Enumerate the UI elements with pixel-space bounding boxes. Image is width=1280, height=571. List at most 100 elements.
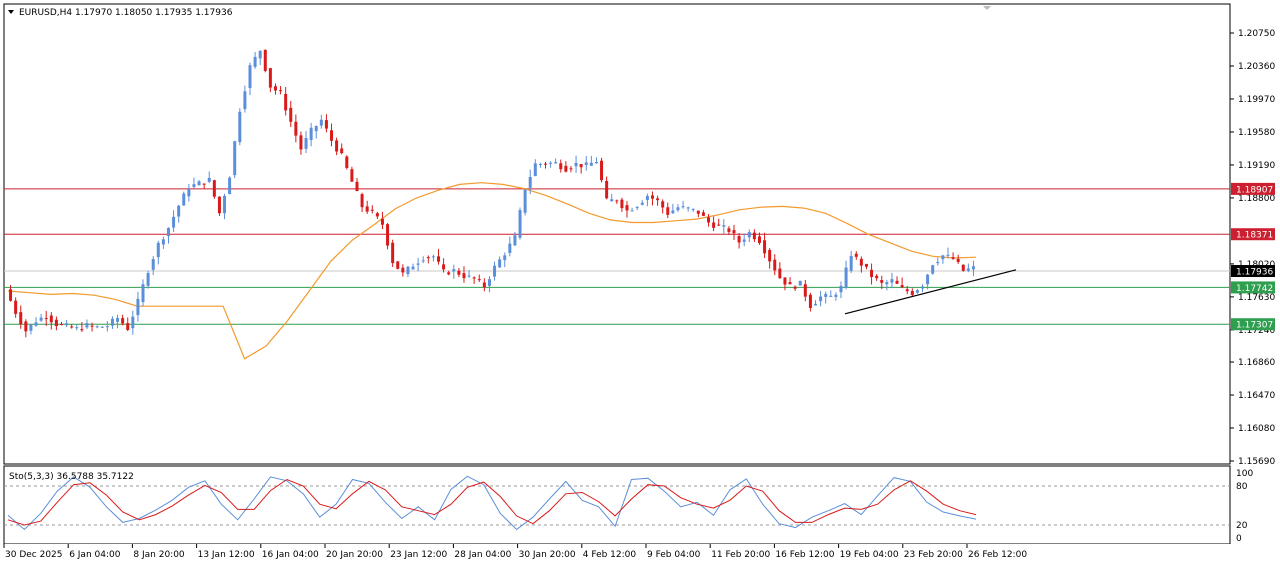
candle-body — [941, 255, 945, 260]
candle-body — [243, 91, 247, 110]
price-tick-label: 1.18800 — [1238, 194, 1275, 204]
candle-body — [406, 266, 410, 275]
candle-body — [411, 266, 415, 270]
candle-body — [268, 68, 272, 88]
candle-body — [523, 189, 527, 213]
current-price-label: 1.17936 — [1236, 268, 1273, 278]
time-tick-label: 16 Feb 12:00 — [775, 550, 834, 560]
candle-body — [482, 282, 486, 288]
time-tick-label: 11 Feb 20:00 — [711, 550, 770, 560]
candle-body — [543, 163, 547, 165]
candle-body — [554, 162, 558, 164]
stochastic-label: Sto(5,3,3) 36.5788 35.7122 — [9, 472, 134, 482]
candle-body — [161, 239, 165, 245]
candle-body — [9, 289, 13, 301]
shift-marker-icon[interactable] — [983, 6, 991, 10]
candle-body — [717, 224, 721, 226]
candle-body — [75, 327, 79, 329]
candle-body — [905, 289, 909, 292]
candle-body — [217, 196, 221, 214]
stochastic-tick-label: 100 — [1236, 469, 1253, 479]
candle-body — [890, 279, 894, 283]
candle-body — [625, 205, 629, 211]
candle-body — [462, 273, 466, 279]
candle-body — [182, 193, 186, 206]
candle-body — [640, 202, 644, 205]
candle-body — [936, 262, 940, 264]
candle-body — [284, 93, 288, 111]
price-tick-label: 1.19580 — [1238, 128, 1275, 138]
stochastic-k-line — [7, 475, 977, 531]
candle-body — [615, 200, 619, 202]
candle-body — [696, 210, 700, 214]
candle-body — [910, 290, 914, 296]
candle-body — [136, 298, 140, 316]
candle-body — [773, 259, 777, 271]
candle-body — [442, 264, 446, 270]
candle-body — [768, 249, 772, 262]
candle-body — [187, 189, 191, 197]
candle-body — [859, 258, 863, 266]
candle-body — [788, 282, 792, 285]
time-tick-label: 16 Jan 04:00 — [262, 550, 319, 560]
candle-body — [228, 177, 232, 195]
candle-body — [875, 275, 879, 279]
candle-body — [819, 296, 823, 302]
candle-body — [839, 285, 843, 293]
candle-body — [380, 218, 384, 225]
support-trendline[interactable] — [844, 269, 1017, 315]
candle-body — [447, 272, 451, 275]
candle-body — [600, 160, 604, 181]
candle-body — [737, 236, 741, 243]
level-price-tag — [1231, 318, 1275, 331]
candle-body — [885, 282, 889, 285]
candle-body — [314, 126, 318, 132]
candle-body — [727, 228, 731, 232]
candle-body — [360, 194, 364, 208]
time-tick-label: 23 Feb 20:00 — [904, 550, 963, 560]
candle-body — [19, 312, 23, 325]
candle-body — [116, 318, 120, 322]
candle-body — [569, 168, 573, 170]
candle-body — [610, 199, 614, 202]
candle-body — [350, 169, 354, 182]
candle-body — [966, 268, 970, 271]
candle-body — [579, 164, 583, 168]
level-price-label: 1.17307 — [1236, 321, 1273, 331]
candle-body — [279, 90, 283, 92]
candle-body — [671, 210, 675, 214]
candle-body — [90, 325, 94, 327]
candle-body — [589, 162, 593, 166]
candle-body — [54, 319, 58, 327]
moving-average-line[interactable] — [7, 182, 977, 360]
candle-body — [518, 210, 522, 238]
time-tick-label: 8 Jan 20:00 — [133, 550, 185, 560]
candle-body — [110, 318, 114, 326]
stochastic-tick-label: 20 — [1236, 521, 1248, 531]
candle-body — [80, 329, 84, 331]
price-tick-label: 1.20750 — [1238, 29, 1275, 39]
candle-body — [85, 323, 89, 328]
candle-body — [732, 230, 736, 234]
stochastic-tick-label: 0 — [1236, 534, 1242, 544]
candle-body — [829, 295, 833, 297]
candle-body — [44, 318, 48, 320]
level-price-label: 1.18371 — [1236, 231, 1273, 241]
stochastic-tick-label: 80 — [1236, 482, 1248, 492]
candle-body — [584, 162, 588, 165]
candle-body — [549, 162, 553, 164]
candle-body — [437, 256, 441, 262]
candle-body — [900, 285, 904, 288]
candle-body — [533, 163, 537, 176]
candle-body — [701, 212, 705, 216]
candle-body — [921, 286, 925, 289]
candle-body — [854, 253, 858, 257]
price-tick-label: 1.15690 — [1238, 457, 1275, 467]
time-tick-label: 30 Jan 20:00 — [519, 550, 576, 560]
symbol-menu-icon[interactable] — [8, 10, 14, 14]
candle-body — [834, 294, 838, 297]
time-tick-label: 9 Feb 04:00 — [647, 550, 701, 560]
price-tick-label: 1.19190 — [1238, 161, 1275, 171]
